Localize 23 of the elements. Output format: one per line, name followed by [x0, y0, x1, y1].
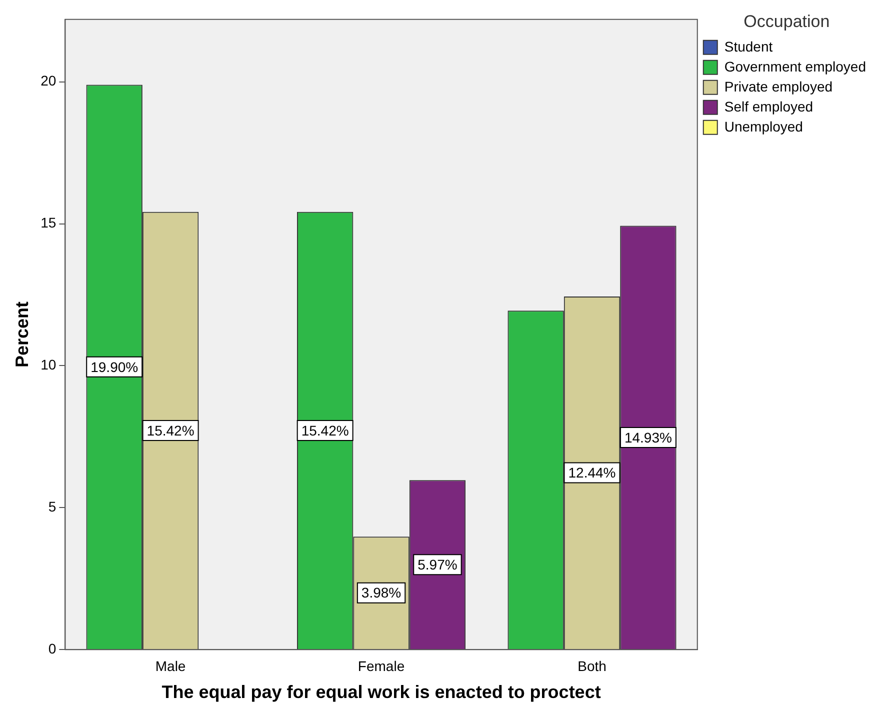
y-tick-label: 20	[40, 72, 56, 89]
y-tick-label: 10	[40, 356, 56, 373]
y-tick-label: 5	[48, 498, 56, 515]
x-axis-title: The equal pay for equal work is enacted to proctect	[162, 682, 601, 702]
y-tick-label: 15	[40, 214, 56, 231]
y-tick-label: 0	[48, 640, 56, 656]
legend-title: Occupation	[744, 12, 830, 32]
legend-label: Government employed	[724, 58, 866, 74]
data-label: 5.97%	[418, 556, 458, 572]
y-axis-title: Percent	[12, 301, 32, 368]
legend-label: Student	[724, 38, 773, 54]
data-label: 15.42%	[301, 422, 349, 438]
legend-label: Private employed	[724, 78, 833, 94]
legend-label: Self employed	[724, 98, 814, 114]
x-tick-label: Both	[578, 658, 606, 674]
data-label: 3.98%	[361, 584, 402, 601]
data-label: 15.42%	[146, 422, 194, 438]
x-tick-label: Female	[358, 658, 405, 674]
x-tick-label: Male	[155, 658, 186, 674]
data-label: 14.93%	[624, 429, 672, 446]
data-label: 19.90%	[90, 358, 138, 375]
data-label: 12.44%	[568, 464, 616, 481]
legend-label: Unemployed	[724, 118, 803, 134]
